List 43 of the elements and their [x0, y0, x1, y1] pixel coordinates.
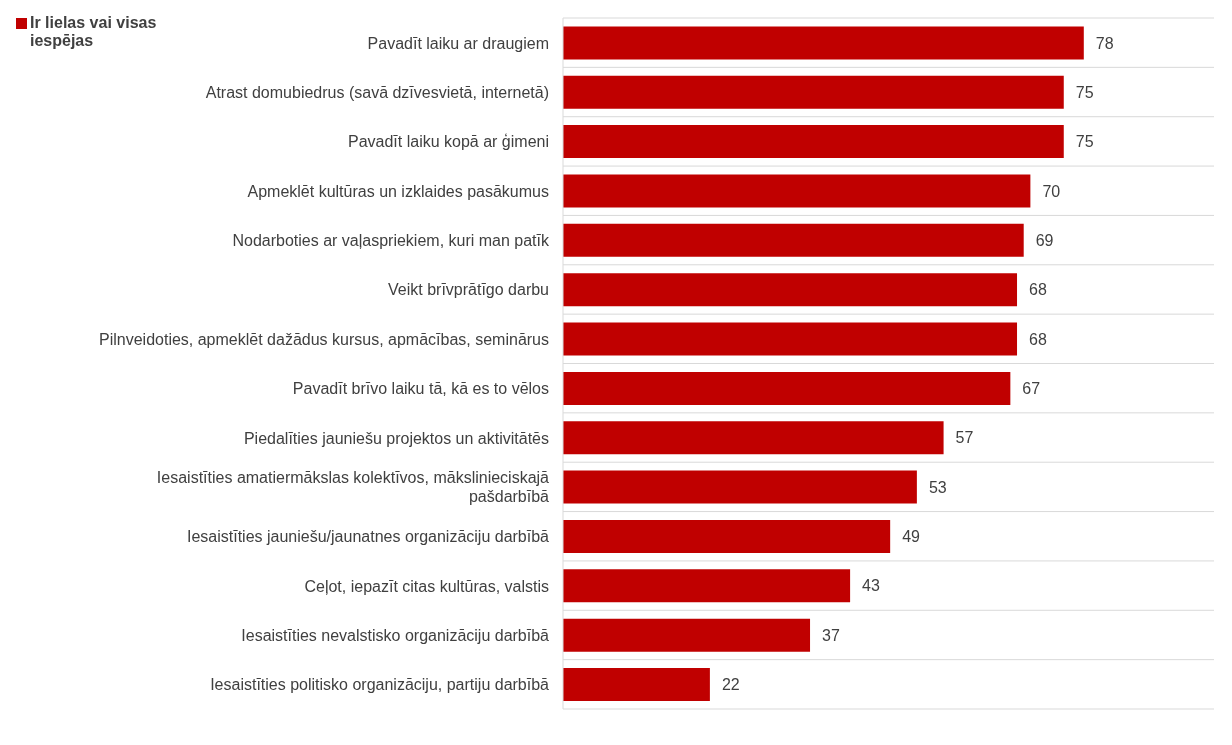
- bar: [563, 371, 1011, 405]
- data-label: 53: [928, 478, 947, 496]
- data-label: 68: [1029, 330, 1047, 348]
- y-tick-label: Piedalīties jauniešu projektos un aktivitātēs: [243, 429, 549, 447]
- data-label: 68: [1029, 281, 1047, 299]
- bar: [563, 668, 710, 702]
- bar: [563, 75, 1064, 109]
- bar: [563, 223, 1024, 257]
- y-tick-label: Iesaistīties politisko organizāciju, partiju darbībā: [210, 675, 550, 693]
- data-label: 37: [822, 626, 840, 644]
- legend-label: Ir lielas vai visas iespējas: [30, 14, 158, 50]
- bar: [563, 174, 1031, 208]
- y-tick-label: Iesaistīties nevalstisko organizāciju darbībā: [241, 626, 550, 644]
- bar: [563, 322, 1018, 356]
- data-label: 49: [902, 528, 921, 546]
- y-tick-label: Pavadīt laiku kopā ar ģimeni: [348, 132, 549, 150]
- data-label: 67: [1022, 380, 1041, 398]
- y-tick-label: Iesaistīties jauniešu/jaunatnes organizāciju darbībā: [186, 527, 550, 545]
- y-tick-label: Pavadīt laiku ar draugiem: [367, 34, 549, 52]
- bar: [563, 125, 1064, 159]
- bar: [563, 519, 891, 553]
- y-tick-label: Pavadīt brīvo laiku tā, kā es to vēlos: [292, 379, 549, 397]
- y-tick-label: Ceļot, iepazīt citas kultūras, valstis: [304, 577, 549, 595]
- y-tick-label: Nodarboties ar vaļaspriekiem, kuri man patīk: [232, 231, 550, 249]
- data-label: 70: [1042, 182, 1061, 200]
- y-tick-label: Iesaistīties amatiermākslas kolektīvos, mākslinieciskajā pašdarbībā: [156, 468, 550, 505]
- bar: [563, 569, 851, 603]
- data-label: 78: [1095, 34, 1114, 52]
- bar: [563, 618, 811, 652]
- y-tick-label: Atrast domubiedrus (savā dzīvesvietā, internetā): [205, 83, 549, 101]
- bar: [563, 470, 917, 504]
- data-label: 43: [862, 577, 881, 595]
- data-label: 69: [1035, 232, 1054, 249]
- data-label: 75: [1075, 83, 1094, 101]
- y-tick-label: Apmeklēt kultūras un izklaides pasākumus: [247, 182, 549, 200]
- y-tick-label: Veikt brīvprātīgo darbu: [388, 280, 549, 298]
- y-tick-label: Pilnveidoties, apmeklēt dažādus kursus, apmācības, seminārus: [99, 330, 549, 348]
- data-label: 75: [1075, 133, 1094, 151]
- bar: [563, 421, 944, 455]
- bar: [563, 26, 1084, 60]
- data-label: 57: [955, 429, 974, 447]
- bar: [563, 273, 1018, 307]
- data-label: 22: [721, 676, 740, 694]
